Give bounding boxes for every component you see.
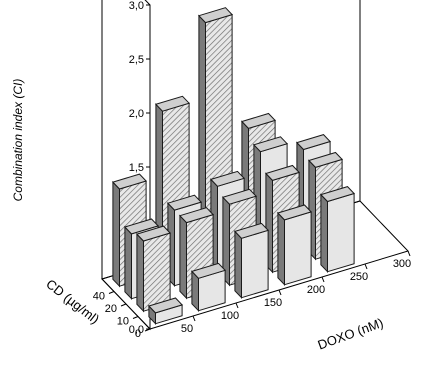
- z-tick-label: 1,5: [129, 162, 144, 174]
- bar-top-face: [295, 134, 332, 151]
- bar-front-face: [143, 232, 171, 312]
- x-axis-title: DOXO (nM): [316, 315, 386, 353]
- x-tick-mark: [235, 302, 239, 309]
- bar-top-face: [190, 262, 227, 279]
- x-tick-label: 150: [264, 297, 282, 309]
- bar-side-face: [124, 225, 132, 300]
- x-tick-label: 250: [350, 271, 368, 283]
- bar-top-face: [233, 222, 270, 239]
- bar-top-face: [154, 95, 191, 112]
- x-tick-label: 100: [221, 310, 239, 322]
- z-tick-label: 2,5: [129, 54, 144, 66]
- x-tick-label: 50: [181, 323, 193, 335]
- bar-top-face: [209, 170, 246, 187]
- bar-top-face: [111, 173, 148, 190]
- bar-side-face: [320, 193, 328, 273]
- x-tick-mark: [364, 263, 368, 270]
- bar-front-face: [241, 229, 269, 299]
- y-tick-label: 40: [93, 291, 105, 303]
- bar-top-face: [166, 194, 203, 211]
- bar-side-face: [136, 232, 144, 313]
- bar-top-face: [147, 297, 184, 314]
- x-tick-label: 200: [307, 284, 325, 296]
- bar-top-face: [252, 136, 289, 153]
- x-tick-mark: [192, 315, 196, 322]
- bar-top-face: [240, 112, 277, 129]
- bar-top-face: [123, 218, 160, 235]
- x-tick-mark: [278, 289, 282, 296]
- y-tick-label: 10: [117, 316, 129, 328]
- bar-side-face: [179, 214, 187, 300]
- bar-0-250: [319, 186, 356, 273]
- bar-top-face: [276, 204, 313, 221]
- bar-top-face: [319, 186, 356, 203]
- bar-top-face: [178, 207, 215, 224]
- bar-front-face: [284, 211, 312, 286]
- y-tick-mark: [144, 328, 151, 332]
- bar-top-face: [221, 188, 258, 205]
- z-tick-label: 0,0: [129, 324, 144, 336]
- x-tick-mark: [407, 250, 411, 257]
- y-tick-label: 0: [135, 328, 141, 340]
- z-tick-label: 3,0: [129, 0, 144, 12]
- x-tick-label: 300: [393, 258, 411, 270]
- bar-0-100: [190, 262, 227, 312]
- bar-10-50: [135, 225, 172, 313]
- bar-top-face: [135, 225, 172, 242]
- y-tick-mark: [132, 316, 139, 319]
- y-tick-label: 20: [105, 303, 117, 315]
- x-tick-mark: [321, 276, 325, 283]
- bar-0-50: [147, 297, 184, 325]
- bar-top-face: [264, 164, 301, 181]
- bar-top-face: [197, 7, 234, 24]
- z-tick-label: 2,0: [129, 108, 144, 120]
- bar-side-face: [112, 180, 120, 288]
- bars-group: [111, 7, 356, 325]
- y-tick-mark: [108, 291, 115, 294]
- bar-front-face: [327, 192, 355, 273]
- z-axis-title: Combination index (CI): [11, 79, 25, 202]
- bar-side-face: [234, 230, 242, 299]
- y-tick-mark: [120, 303, 127, 307]
- bar-0-150: [233, 222, 270, 299]
- bar-side-face: [277, 211, 285, 286]
- bar-top-face: [307, 151, 344, 168]
- bar-0-200: [276, 204, 313, 286]
